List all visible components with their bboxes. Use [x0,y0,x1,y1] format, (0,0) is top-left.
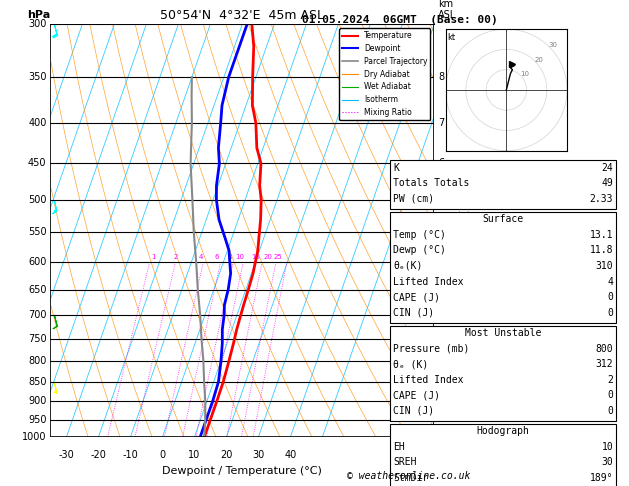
Text: Dewp (°C): Dewp (°C) [393,245,446,256]
Text: 600: 600 [28,257,47,267]
Text: 350: 350 [28,72,47,82]
Text: 0: 0 [159,450,165,460]
Text: -10: -10 [123,450,138,460]
Text: SREH: SREH [393,457,416,468]
Text: 700: 700 [28,310,47,320]
Text: © weatheronline.co.uk: © weatheronline.co.uk [347,471,470,481]
Text: 49: 49 [601,178,613,189]
Text: CAPE (J): CAPE (J) [393,390,440,400]
Text: 2.33: 2.33 [590,194,613,204]
Text: 1: 1 [151,254,155,260]
Text: Most Unstable: Most Unstable [465,328,542,338]
Text: 11.8: 11.8 [590,245,613,256]
Text: 1: 1 [438,396,444,406]
Text: Hodograph: Hodograph [477,426,530,436]
Text: 20: 20 [264,254,272,260]
Text: 312: 312 [596,359,613,369]
Text: 10: 10 [188,450,201,460]
Text: 550: 550 [28,227,47,237]
Text: CAPE (J): CAPE (J) [393,292,440,302]
Text: 40: 40 [284,450,296,460]
Text: Totals Totals: Totals Totals [393,178,469,189]
Text: CIN (J): CIN (J) [393,308,434,318]
Text: Lifted Index: Lifted Index [393,277,464,287]
Text: 2: 2 [608,375,613,385]
Text: 900: 900 [28,396,47,406]
Text: 10: 10 [601,442,613,452]
Text: 25: 25 [274,254,282,260]
Text: -30: -30 [58,450,74,460]
Text: 400: 400 [28,118,47,128]
Text: -20: -20 [91,450,106,460]
Text: 30: 30 [549,42,558,49]
Text: EH: EH [393,442,405,452]
Text: 189°: 189° [590,473,613,483]
Text: Lifted Index: Lifted Index [393,375,464,385]
X-axis label: Dewpoint / Temperature (°C): Dewpoint / Temperature (°C) [162,467,322,476]
Text: kt: kt [448,33,456,42]
Text: hPa: hPa [27,10,50,20]
Text: 8: 8 [438,72,444,82]
Text: 4: 4 [199,254,203,260]
Text: 6: 6 [438,158,444,169]
Text: 15: 15 [251,254,260,260]
Text: 500: 500 [28,194,47,205]
Text: K: K [393,163,399,173]
Text: 5: 5 [438,194,444,205]
Text: PW (cm): PW (cm) [393,194,434,204]
Text: 10: 10 [235,254,244,260]
Text: 0: 0 [608,308,613,318]
Text: 20: 20 [220,450,233,460]
Text: Surface: Surface [482,214,524,225]
Text: 750: 750 [28,334,47,344]
Text: 650: 650 [28,285,47,295]
Text: 4: 4 [438,257,444,267]
Text: θₑ(K): θₑ(K) [393,261,423,271]
Text: 20: 20 [535,56,543,63]
Text: 8: 8 [228,254,232,260]
Text: 30: 30 [601,457,613,468]
Text: Mixing Ratio (g/kg): Mixing Ratio (g/kg) [460,185,470,277]
Text: 01.05.2024  06GMT  (Base: 00): 01.05.2024 06GMT (Base: 00) [301,15,498,25]
Title: 50°54'N  4°32'E  45m ASL: 50°54'N 4°32'E 45m ASL [160,9,325,22]
Text: CIN (J): CIN (J) [393,406,434,416]
Text: Temp (°C): Temp (°C) [393,230,446,240]
Text: 6: 6 [214,254,220,260]
Text: 0: 0 [608,406,613,416]
Text: 950: 950 [28,415,47,425]
Text: 450: 450 [28,158,47,169]
Text: 850: 850 [28,377,47,387]
Text: 3: 3 [438,310,444,320]
Text: θₑ (K): θₑ (K) [393,359,428,369]
Text: 24: 24 [601,163,613,173]
Text: 300: 300 [28,19,47,29]
Text: 13.1: 13.1 [590,230,613,240]
Text: LCL: LCL [438,433,456,442]
Text: 310: 310 [596,261,613,271]
Text: 2: 2 [173,254,177,260]
Text: 30: 30 [252,450,264,460]
Text: 800: 800 [28,356,47,366]
Text: Pressure (mb): Pressure (mb) [393,344,469,354]
Text: 800: 800 [596,344,613,354]
Legend: Temperature, Dewpoint, Parcel Trajectory, Dry Adiabat, Wet Adiabat, Isotherm, Mi: Temperature, Dewpoint, Parcel Trajectory… [340,28,430,120]
Text: 1000: 1000 [22,433,47,442]
Text: 2: 2 [438,356,444,366]
Text: 7: 7 [438,118,444,128]
Text: StmDir: StmDir [393,473,428,483]
Text: km
ASL: km ASL [438,0,456,20]
Text: 4: 4 [608,277,613,287]
Text: 0: 0 [608,292,613,302]
Text: 0: 0 [608,390,613,400]
Text: 10: 10 [521,71,530,77]
